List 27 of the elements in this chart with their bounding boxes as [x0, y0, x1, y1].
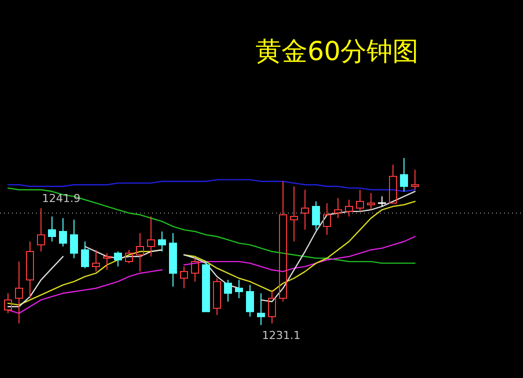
candlestick	[15, 261, 23, 324]
candlestick	[400, 158, 408, 192]
candlestick	[180, 266, 188, 289]
candlestick	[191, 258, 199, 282]
candlestick	[103, 252, 111, 270]
candlestick	[92, 249, 100, 272]
candlestick	[48, 216, 56, 242]
text: 1231.1	[262, 329, 300, 342]
candlestick	[224, 279, 232, 302]
candlestick	[59, 218, 67, 248]
candlestick	[301, 189, 309, 230]
candlestick	[235, 279, 243, 299]
candlestick	[147, 216, 155, 258]
candlestick	[136, 232, 144, 272]
candlestick	[268, 289, 276, 324]
candlestick	[169, 232, 177, 288]
candlestick	[312, 200, 320, 230]
candlestick	[257, 292, 265, 326]
candlestick	[70, 219, 78, 259]
candlestick	[290, 186, 298, 242]
candlestick	[334, 198, 342, 219]
candlestick	[323, 202, 331, 236]
chart-title: 黄金60分钟图	[255, 37, 419, 67]
annotation: 1241.9	[42, 192, 80, 206]
candlestick	[367, 192, 375, 210]
candlestick	[26, 241, 34, 299]
candlestick	[356, 189, 364, 212]
